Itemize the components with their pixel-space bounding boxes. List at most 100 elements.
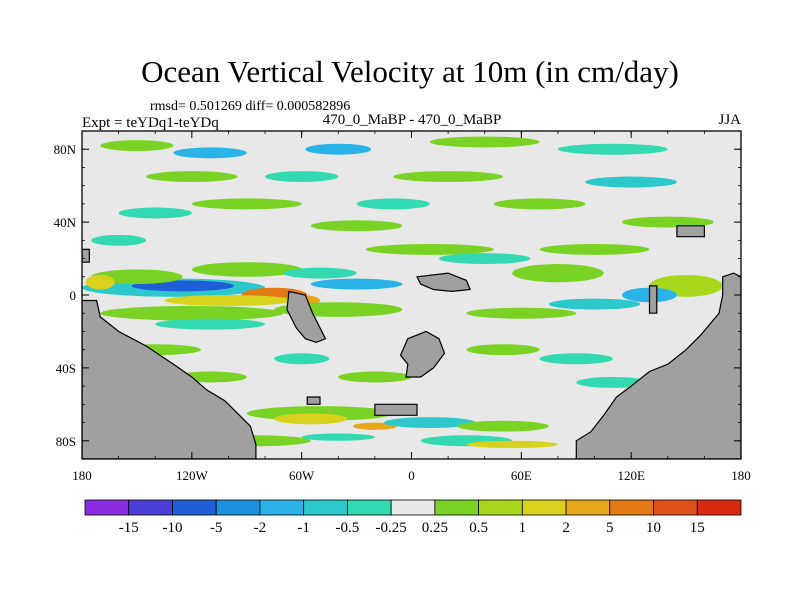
- colorbar-label: -1: [297, 520, 310, 536]
- x-tick-label: 0: [408, 468, 415, 483]
- case-label: 470_0_MaBP - 470_0_MaBP: [323, 112, 502, 128]
- x-tick-label: 180: [731, 468, 751, 483]
- x-axis: 180 120W 60W 0 60E 120E 180: [72, 131, 751, 483]
- x-tick-label: 120E: [617, 468, 645, 483]
- eq-blue-east: [310, 278, 403, 290]
- eq-cyan-belt: [155, 318, 266, 330]
- colorbar-swatch: [346, 499, 392, 516]
- s-hemi-cyan-2: [539, 353, 613, 365]
- colorbar-label: 0.5: [469, 520, 488, 536]
- colorbar-label: 0.25: [422, 520, 448, 536]
- colorbar-label: -10: [162, 520, 182, 536]
- n-hemi-green-2: [429, 136, 540, 148]
- colorbar-swatch: [609, 499, 654, 516]
- io-green-3: [466, 307, 577, 319]
- stats-label: rmsd= 0.501269 diff= 0.000582896: [150, 99, 350, 114]
- experiment-label: Expt = teYDq1-teYDq: [82, 115, 219, 131]
- x-tick-label: 180: [72, 468, 92, 483]
- n-hemi-cyan: [557, 143, 668, 155]
- colorbar-swatch: [390, 499, 436, 516]
- colorbar-swatch: [653, 499, 698, 516]
- land-southeast: [575, 272, 741, 459]
- colorbar-label: 5: [606, 520, 614, 536]
- colorbar-label: 2: [562, 520, 570, 536]
- io-green: [512, 264, 604, 283]
- colorbar-swatch: [259, 499, 305, 516]
- n-hemi-green-3: [146, 171, 238, 183]
- colorbar-label: -15: [119, 520, 139, 536]
- s-hemi-green-4: [338, 371, 412, 383]
- colorbar-swatch: [696, 499, 742, 516]
- io-green-5: [365, 243, 494, 255]
- y-tick-label: 40S: [56, 361, 76, 376]
- chart-title: Ocean Vertical Velocity at 10m (in cm/da…: [141, 54, 679, 89]
- land-north-small: [676, 225, 706, 238]
- n-hemi-blue: [173, 147, 247, 159]
- colorbar-swatch: [128, 499, 173, 516]
- n-hemi-cyan-5: [91, 234, 147, 246]
- land-east-bar: [648, 285, 658, 314]
- season-label: JJA: [718, 112, 741, 128]
- n-hemi-green-8: [622, 216, 714, 228]
- y-tick-label: 0: [70, 288, 77, 303]
- s-hemi-cyan: [274, 353, 330, 365]
- land-strip-south: [374, 403, 418, 416]
- eq-green-belt: [100, 305, 284, 321]
- colorbar-swatch: [215, 499, 261, 516]
- n-hemi-green-5: [191, 198, 302, 210]
- colorbar-label: 10: [646, 520, 661, 536]
- southern-yellow: [274, 413, 348, 425]
- n-hemi-green-4: [393, 171, 504, 183]
- colorbar-label: -0.25: [376, 520, 407, 536]
- y-tick-label: 80S: [56, 434, 76, 449]
- southern-yellow-2: [466, 440, 558, 449]
- colorbar-swatch: [521, 499, 567, 516]
- n-hemi-cyan-4: [118, 207, 192, 219]
- colorbar-label: -0.5: [336, 520, 360, 536]
- x-tick-label: 60W: [289, 468, 315, 483]
- n-hemi-green-6: [493, 198, 586, 210]
- n-hemi-cyan-2: [265, 171, 339, 183]
- land-south-island: [399, 330, 446, 378]
- colorbar-label: -5: [210, 520, 223, 536]
- x-tick-label: 120W: [176, 468, 209, 483]
- eq-yellow-west: [85, 274, 115, 290]
- land-southwest: [82, 299, 257, 459]
- colorbar-swatch: [172, 499, 217, 516]
- n-hemi-blue-3: [585, 176, 677, 188]
- n-hemi-green: [100, 140, 174, 152]
- map-layer: [82, 131, 741, 459]
- n-hemi-cyan-3: [356, 198, 430, 210]
- land-west-strip: [82, 248, 90, 263]
- eq-cyan-belt-2: [283, 267, 357, 279]
- colorbar: -15 -10 -5 -2 -1 -0.5 -0.25 0.25 0.5 1 2 5 10 15: [84, 499, 742, 536]
- eq-yellow: [164, 295, 293, 306]
- southern-orange: [352, 422, 397, 430]
- southern-cyan-3: [301, 433, 375, 441]
- y-axis: 80N 40N 0 40S 80S: [54, 142, 741, 449]
- s-hemi-green-2: [466, 344, 540, 356]
- io-green-4: [539, 243, 650, 255]
- colorbar-swatch: [303, 499, 348, 516]
- land-central-south: [286, 290, 327, 344]
- southern-green-2: [457, 420, 549, 432]
- colorbar-label: 15: [690, 520, 705, 536]
- s-hemi-cyan-3: [576, 377, 650, 388]
- n-hemi-blue-2: [305, 143, 372, 155]
- colorbar-label: -2: [254, 520, 267, 536]
- land-tiny-south: [306, 396, 321, 405]
- colorbar-swatch: [84, 499, 130, 516]
- colorbar-label: 1: [519, 520, 527, 536]
- y-tick-label: 40N: [54, 215, 77, 230]
- colorbar-swatch: [434, 499, 480, 516]
- x-tick-label: 60E: [511, 468, 532, 483]
- land-mid-north: [416, 272, 471, 293]
- map-plot: [81, 130, 742, 460]
- eq-green-belt-4: [191, 262, 302, 277]
- io-cyan-2: [438, 253, 531, 265]
- colorbar-swatch: [565, 499, 611, 516]
- io-cyan: [548, 298, 641, 310]
- n-hemi-green-7: [310, 220, 403, 232]
- colorbar-swatch: [478, 499, 523, 516]
